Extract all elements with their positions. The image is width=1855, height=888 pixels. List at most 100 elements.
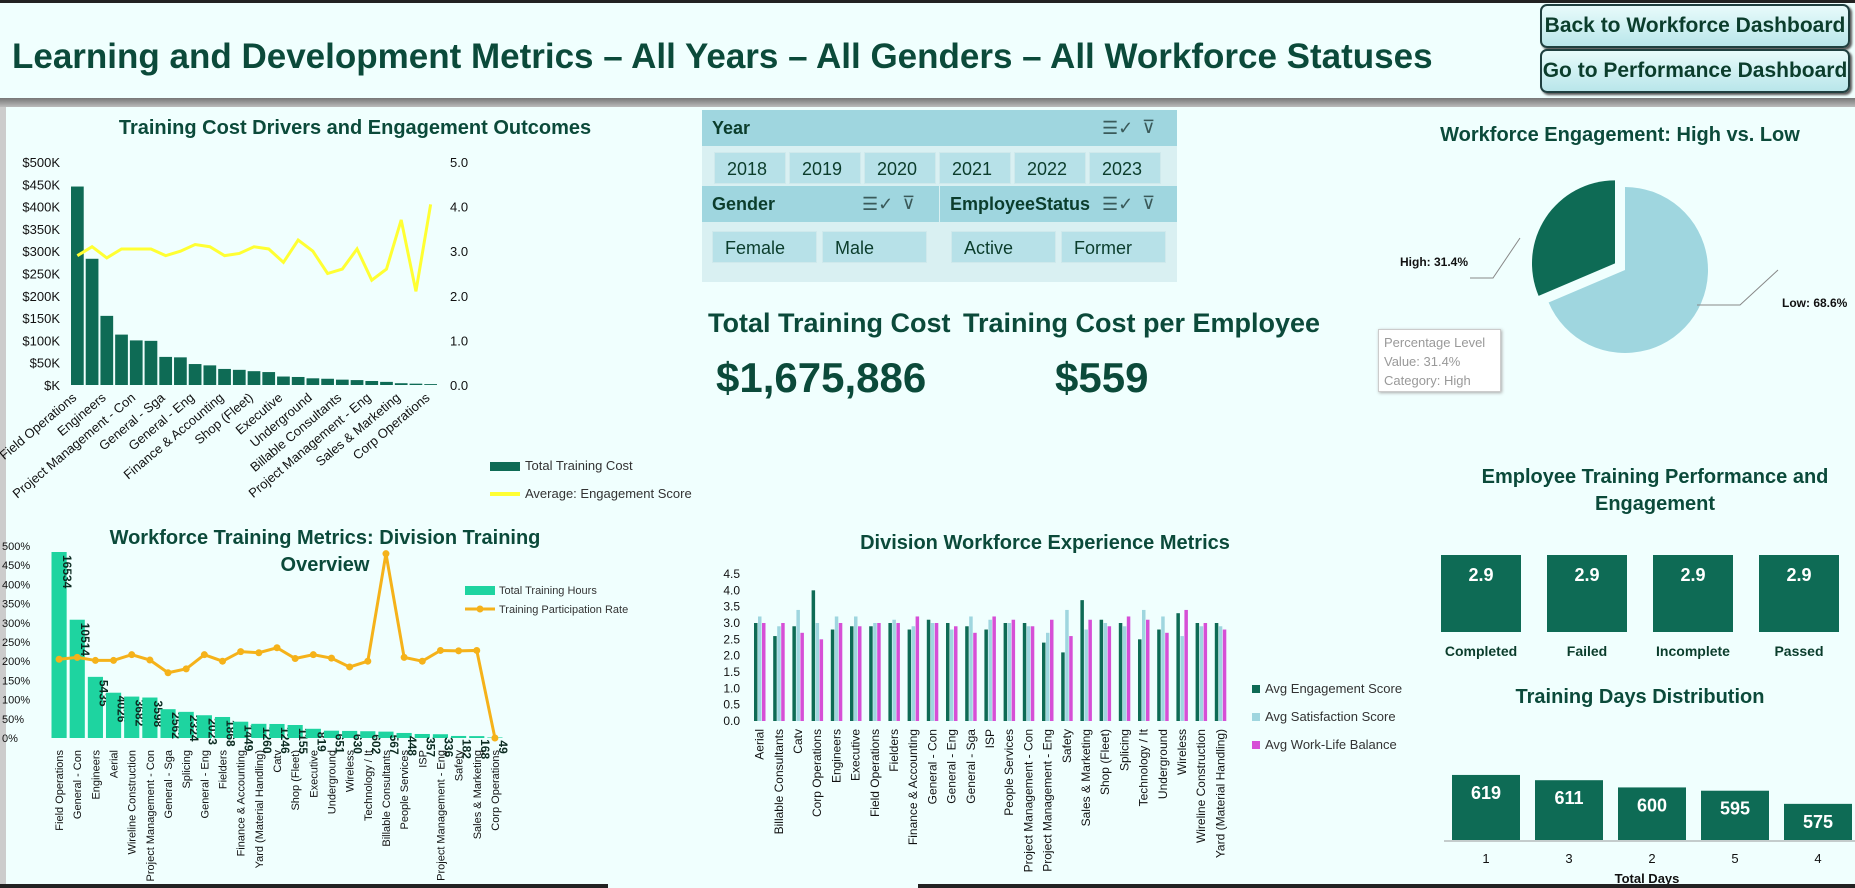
experience-bar xyxy=(911,626,916,721)
experience-chart: 4.5 4.0 3.5 3.0 2.5 2.0 1.5 1.0 0.5 0.0 Aerial Bill… xyxy=(723,567,1402,872)
leader-line xyxy=(1470,237,1521,279)
year-slicer-item[interactable]: 2023 xyxy=(1089,152,1161,184)
hours-bar xyxy=(214,716,231,738)
participation-point xyxy=(237,648,245,656)
status-slicer-item[interactable]: Active xyxy=(951,231,1056,263)
x-tick-label: Wireless xyxy=(1175,729,1189,775)
y2-tick-label: 4.0 xyxy=(450,200,468,215)
experience-bar xyxy=(758,616,762,721)
participation-point xyxy=(455,647,463,655)
gender-slicer-item[interactable]: Male xyxy=(822,231,927,263)
y-tick-label: 400% xyxy=(2,579,30,591)
y-tick-label: 3.0 xyxy=(723,616,740,630)
experience-bar xyxy=(1007,623,1012,721)
y-tick-label: 450% xyxy=(2,560,30,572)
experience-bar xyxy=(888,623,892,721)
back-to-workforce-button[interactable]: Back to Workforce Dashboard xyxy=(1540,4,1850,48)
training-days-data-label: 619 xyxy=(1471,783,1501,803)
experience-bar xyxy=(877,623,881,721)
cost-bar xyxy=(174,357,187,385)
experience-bar xyxy=(1042,642,1046,721)
participation-point xyxy=(382,550,390,558)
participation-point xyxy=(418,657,426,665)
participation-point xyxy=(219,657,227,665)
performance-category-label: Failed xyxy=(1566,643,1608,659)
tooltip-line: Value: 31.4% xyxy=(1384,354,1461,369)
multi-select-icon[interactable]: ☰✓ xyxy=(1102,194,1134,214)
gender-slicer-title: Gender xyxy=(712,194,776,214)
status-slicer-header: EmployeeStatus xyxy=(940,186,1177,222)
x-tick-label: Wireline Construction xyxy=(127,750,139,855)
hours-bar xyxy=(378,731,394,738)
y-tick-label: $150K xyxy=(22,311,60,326)
experience-bar xyxy=(800,632,804,721)
year-slicer-item[interactable]: 2021 xyxy=(939,152,1011,184)
experience-bar xyxy=(954,626,958,721)
experience-bar xyxy=(773,636,777,721)
y-tick-label: 350% xyxy=(2,599,30,611)
performance-bar: 2.9 xyxy=(1547,555,1627,632)
multi-select-icon[interactable]: ☰✓ xyxy=(1102,118,1134,138)
participation-point xyxy=(255,649,263,657)
cost-bar xyxy=(144,340,158,385)
hours-data-label: 651 xyxy=(332,734,346,754)
experience-bar xyxy=(781,623,785,721)
go-to-performance-button[interactable]: Go to Performance Dashboard xyxy=(1540,49,1850,93)
x-tick-label: People Services xyxy=(399,750,411,830)
y2-tick-label: 2.0 xyxy=(450,289,468,304)
legend-label: Total Training Cost xyxy=(525,458,633,473)
participation-point xyxy=(364,657,372,665)
x-tick-label: Splicing xyxy=(1117,729,1131,771)
legend-swatch xyxy=(490,462,520,471)
cost-bar xyxy=(335,379,349,385)
leader-line xyxy=(1697,269,1779,306)
participation-point xyxy=(309,651,317,659)
hours-bar xyxy=(51,552,67,738)
status-slicer-item[interactable]: Former xyxy=(1061,231,1166,263)
x-tick-label: Underground xyxy=(326,750,338,814)
experience-bar xyxy=(762,623,766,721)
experience-bar xyxy=(1022,623,1027,721)
x-tick-label: General - Con xyxy=(925,729,939,804)
year-slicer-item[interactable]: 2020 xyxy=(864,152,936,184)
clear-filter-icon[interactable]: ⊽ xyxy=(1142,193,1156,213)
gender-slicer-header: Gender xyxy=(702,186,939,222)
y-tick-label: $100K xyxy=(22,333,60,348)
multi-select-icon[interactable]: ☰✓ xyxy=(862,194,894,214)
gender-slicer-item[interactable]: Female xyxy=(712,231,817,263)
x-tick-label: Technology / It xyxy=(1137,728,1151,806)
experience-bar xyxy=(1126,616,1131,721)
x-tick-label: Yard (Material Handling) xyxy=(1213,729,1227,858)
year-slicer-item[interactable]: 2018 xyxy=(714,152,786,184)
experience-bar xyxy=(1218,626,1223,721)
clear-filter-icon[interactable]: ⊽ xyxy=(1142,117,1156,137)
experience-bar xyxy=(1088,619,1092,721)
year-slicer-item[interactable]: 2022 xyxy=(1014,152,1086,184)
pie-tooltip: Percentage Level Value: 31.4% Category: … xyxy=(1378,329,1501,392)
year-slicer-title: Year xyxy=(712,118,751,138)
experience-bar xyxy=(896,623,900,721)
clear-filter-icon[interactable]: ⊽ xyxy=(902,193,916,213)
top-border xyxy=(0,0,1855,3)
training-days-data-label: 575 xyxy=(1803,812,1833,832)
experience-bar xyxy=(950,629,954,721)
experience-bar xyxy=(1157,629,1161,721)
experience-bar xyxy=(792,626,796,721)
x-tick-label: Billable Consultants xyxy=(381,750,393,847)
x-tick-label: Sales & Marketing xyxy=(1079,729,1093,826)
cost-per-employee-label: Training Cost per Employee xyxy=(963,308,1321,338)
hours-data-label: 10514 xyxy=(78,623,92,657)
performance-bar: 2.9 xyxy=(1653,555,1733,632)
cost-bar xyxy=(262,372,276,385)
x-tick-label: ISP xyxy=(417,750,429,768)
left-edge xyxy=(0,107,6,888)
legend-label: Avg Engagement Score xyxy=(1265,681,1402,696)
slicer-panel: Year ☰✓ ⊽ 2018 2019 2020 2021 2022 2023 Gende… xyxy=(702,110,1177,282)
y-tick-label: $350K xyxy=(22,222,60,237)
year-slicer-item[interactable]: 2019 xyxy=(789,152,861,184)
bottom-border xyxy=(0,884,608,888)
pie-slice-low xyxy=(1548,187,1708,353)
engagement-pie-chart: High: 31.4% Low: 68.6% xyxy=(1400,180,1848,353)
x-tick-label: Shop (Fleet) xyxy=(290,750,302,811)
x-tick-label: Field Operations xyxy=(54,750,66,831)
